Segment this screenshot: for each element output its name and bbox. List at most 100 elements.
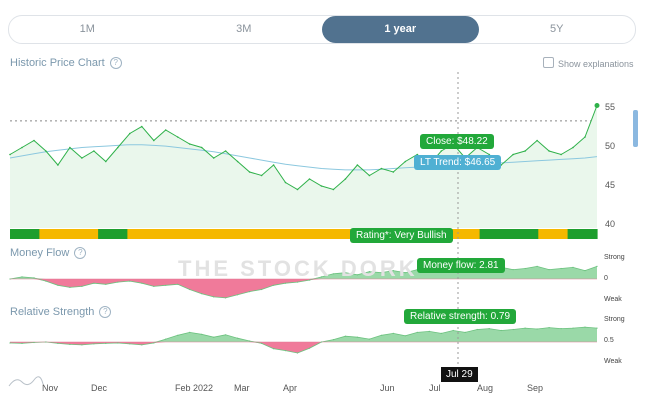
price-chart-title: Historic Price Chart? xyxy=(10,57,122,69)
close-point xyxy=(200,146,203,149)
series-point xyxy=(45,341,47,343)
close-point xyxy=(296,188,299,191)
series-point xyxy=(9,342,11,344)
close-point xyxy=(584,136,586,138)
series-point xyxy=(380,272,382,274)
series-point xyxy=(536,328,538,330)
series-point xyxy=(165,284,167,286)
rating-segment xyxy=(156,229,187,239)
close-point xyxy=(45,150,47,152)
series-point xyxy=(129,343,131,345)
hover-date-flag: Jul 29 xyxy=(441,367,478,382)
series-point xyxy=(69,343,71,345)
rating-segment xyxy=(127,229,158,239)
close-point xyxy=(344,178,347,180)
close-point xyxy=(141,125,143,128)
series-point xyxy=(560,328,562,330)
rating-segment xyxy=(215,229,246,239)
close-point xyxy=(356,164,359,166)
close-point xyxy=(392,171,395,173)
series-point xyxy=(572,327,574,329)
close-point xyxy=(236,160,239,163)
negative-area xyxy=(10,342,597,353)
help-icon[interactable]: ? xyxy=(109,57,122,69)
series-point xyxy=(356,274,358,276)
close-point xyxy=(81,157,83,159)
timeframe-tabs: 1M 3M 1 year 5Y xyxy=(8,15,636,44)
series-point xyxy=(560,267,562,270)
series-point xyxy=(261,288,263,291)
tab-5y[interactable]: 5Y xyxy=(550,23,564,35)
tab-1-year[interactable]: 1 year xyxy=(322,16,479,43)
close-point xyxy=(57,164,59,166)
y-tick-45: 45 xyxy=(605,180,616,190)
series-point xyxy=(308,347,311,349)
tab-3m[interactable]: 3M xyxy=(236,23,252,35)
rating-segment xyxy=(450,229,481,239)
series-point xyxy=(296,352,299,354)
close-point xyxy=(224,150,227,152)
series-point xyxy=(45,280,47,282)
rating-segment xyxy=(98,229,129,239)
series-point xyxy=(344,335,346,337)
x-tick-mar: Mar xyxy=(234,383,250,393)
close-point xyxy=(9,153,11,156)
y-tick-40: 40 xyxy=(605,219,616,229)
positive-area xyxy=(10,327,597,342)
money-flow-value-label: Money flow: 2.81 xyxy=(417,258,505,273)
close-point xyxy=(69,146,71,149)
show-explanations-toggle[interactable]: Show explanations xyxy=(543,57,634,69)
series-point xyxy=(261,342,263,344)
series-point xyxy=(296,281,299,283)
series-point xyxy=(33,341,35,344)
close-point xyxy=(93,150,95,152)
close-point xyxy=(488,153,491,156)
relative-strength-value-label: Relative strength: 0.79 xyxy=(404,309,517,324)
checkbox-icon[interactable] xyxy=(543,57,554,68)
series-point xyxy=(452,329,454,332)
tab-1m[interactable]: 1M xyxy=(79,23,95,35)
rating-segment xyxy=(332,229,363,239)
series-point xyxy=(273,348,275,350)
help-icon[interactable]: ? xyxy=(99,306,112,318)
navigator-mini-chart-icon[interactable] xyxy=(8,374,44,388)
x-tick-aug: Aug xyxy=(477,383,494,393)
close-point xyxy=(260,174,263,177)
series-point xyxy=(284,282,287,284)
money-flow-tick-weak: Weak xyxy=(604,296,622,303)
series-point xyxy=(572,266,574,268)
series-point xyxy=(308,279,311,281)
series-point xyxy=(524,327,526,329)
close-point xyxy=(308,178,311,180)
negative-area xyxy=(10,279,597,298)
series-point xyxy=(404,335,406,337)
relative-strength-tick-strong: Strong xyxy=(604,316,625,323)
series-point xyxy=(117,342,119,344)
series-point xyxy=(117,281,119,283)
y-tick-50: 50 xyxy=(605,141,616,151)
series-point xyxy=(81,344,83,346)
watermark: THE STOCK DORK xyxy=(178,256,418,281)
rating-segment xyxy=(479,229,510,239)
close-point xyxy=(416,153,419,156)
scroll-handle[interactable] xyxy=(633,110,638,147)
series-point xyxy=(189,331,191,333)
series-point xyxy=(177,283,179,285)
rating-bar xyxy=(10,229,598,239)
price-chart xyxy=(9,103,600,228)
series-point xyxy=(105,283,107,285)
x-tick-nov: Nov xyxy=(42,383,59,393)
series-point xyxy=(9,278,11,280)
series-point xyxy=(93,282,95,284)
series-point xyxy=(249,291,251,293)
close-point xyxy=(21,146,23,149)
series-point xyxy=(524,267,526,270)
help-icon[interactable]: ? xyxy=(74,247,87,259)
series-point xyxy=(213,296,215,298)
series-point xyxy=(344,272,346,274)
series-point xyxy=(93,343,95,345)
close-point xyxy=(33,139,35,142)
close-point xyxy=(536,139,538,142)
rating-label: Rating*: Very Bullish xyxy=(350,228,453,243)
